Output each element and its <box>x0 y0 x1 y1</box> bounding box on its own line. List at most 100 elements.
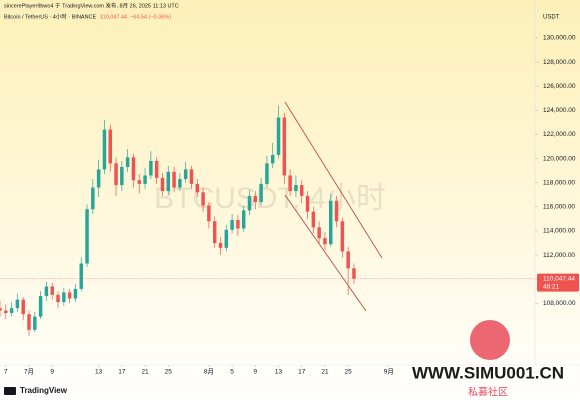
countdown: 48:21 <box>543 283 560 290</box>
y-tick-label: 108,000.00 <box>543 300 576 307</box>
candle-body <box>9 308 14 313</box>
candle-body <box>38 296 43 317</box>
change: −64.54 (−0.06%) <box>130 14 171 20</box>
x-tick-label: 5 <box>230 369 234 376</box>
x-tick-label: 13 <box>95 369 103 376</box>
channel-upper <box>284 101 383 259</box>
candle-body <box>85 209 89 264</box>
candle-body <box>276 117 281 155</box>
y-tick-label: 126,000.00 <box>543 83 576 90</box>
candle-body <box>27 314 31 330</box>
x-tick-label: 17 <box>118 369 126 376</box>
candle-body <box>329 200 333 245</box>
y-tick-label: 116,000.00 <box>543 204 575 211</box>
channel-lower <box>284 194 367 312</box>
candle-body <box>346 251 350 269</box>
candle-body <box>299 185 304 196</box>
candle-body <box>33 316 37 330</box>
candle-body <box>288 175 292 192</box>
candle-body <box>241 210 246 229</box>
candle-body <box>189 169 194 184</box>
candle-body <box>340 221 345 252</box>
x-tick-label: 17 <box>298 369 306 376</box>
candle-body <box>154 160 159 178</box>
x-tick-label: 7 <box>4 369 8 376</box>
candle-body <box>21 299 25 315</box>
x-tick-label: 9月 <box>384 368 394 376</box>
candle-body <box>305 195 310 212</box>
candle-body <box>352 268 356 279</box>
y-tick-label: 112,000.00 <box>543 252 575 259</box>
candle-body <box>178 179 182 188</box>
candle-body <box>44 286 49 297</box>
candle-body <box>96 169 101 188</box>
candle-body <box>172 171 176 188</box>
x-tick-label: 7月 <box>24 368 34 376</box>
y-tick-label: 114,000.00 <box>543 228 575 235</box>
candle-body <box>265 163 269 184</box>
currency: USDT <box>543 15 560 21</box>
candle-body <box>114 163 118 186</box>
candle-body <box>294 185 298 192</box>
symbol: Bitcoin / TetherUS · 4小时 · BINANCE <box>4 12 97 20</box>
logo-icon <box>4 387 16 395</box>
candle-body <box>79 263 83 289</box>
last-price-header: 110,047.44 <box>100 14 127 20</box>
candle-body <box>56 294 60 303</box>
y-tick-label: 124,000.00 <box>543 107 576 114</box>
candle-body <box>4 310 8 313</box>
candle-body <box>67 292 72 299</box>
candle-body <box>236 220 240 229</box>
candle-body <box>218 242 223 248</box>
candle-body <box>207 205 211 222</box>
site-watermark: WWW.SIMU001.CN <box>412 363 564 382</box>
candle-body <box>91 187 95 210</box>
y-tick-label: 130,000.00 <box>543 35 576 42</box>
logo-group: TradingView <box>4 386 68 395</box>
candle-body <box>311 211 316 228</box>
y-tick-label: 128,000.00 <box>543 59 576 66</box>
candle-body <box>323 238 327 245</box>
candle-body <box>253 195 258 202</box>
candle-body <box>212 221 217 243</box>
x-tick-label: 21 <box>321 369 329 376</box>
candle-body <box>108 129 112 164</box>
candle-body <box>149 160 153 176</box>
candle-body <box>270 154 275 164</box>
site-watermark-group: WWW.SIMU001.CN 私募社区 <box>412 320 564 399</box>
candle-body <box>247 195 252 211</box>
candle-body <box>143 175 147 184</box>
x-tick-label: 25 <box>345 369 353 376</box>
candle-body <box>131 157 136 181</box>
candle-body <box>137 180 142 184</box>
candle-body <box>201 192 205 206</box>
x-tick-label: 13 <box>275 369 283 376</box>
price-tag <box>537 273 579 292</box>
candle-body <box>259 183 263 202</box>
candle-body <box>224 229 229 248</box>
watermark: BTCUSDT, 4小时 <box>154 182 386 215</box>
x-tick-label: 8月 <box>204 368 214 376</box>
x-tick-label: 9 <box>50 369 54 376</box>
candle-body <box>73 288 78 299</box>
x-tick-label: 25 <box>165 369 173 376</box>
candle-body <box>183 169 188 180</box>
price-tag-label: 110,047.44 <box>543 275 575 282</box>
candle-body <box>334 200 339 222</box>
x-tick-label: 9 <box>254 369 258 376</box>
candle-body <box>230 220 234 230</box>
y-tick-label: 122,000.00 <box>543 131 576 138</box>
candle-body <box>195 183 200 193</box>
x-tick-label: 21 <box>141 369 149 376</box>
candle-body <box>102 129 107 170</box>
candle-body <box>0 308 2 311</box>
logo: TradingView <box>20 386 68 395</box>
candle-body <box>125 157 130 167</box>
y-tick-label: 120,000.00 <box>543 155 576 162</box>
candle-body <box>62 292 66 303</box>
publisher: sincerePlayer9bwo4 于 TradingView.com 发布,… <box>4 1 179 9</box>
site-icon <box>470 320 510 360</box>
y-tick-label: 118,000.00 <box>543 179 575 186</box>
candle-body <box>120 166 124 186</box>
